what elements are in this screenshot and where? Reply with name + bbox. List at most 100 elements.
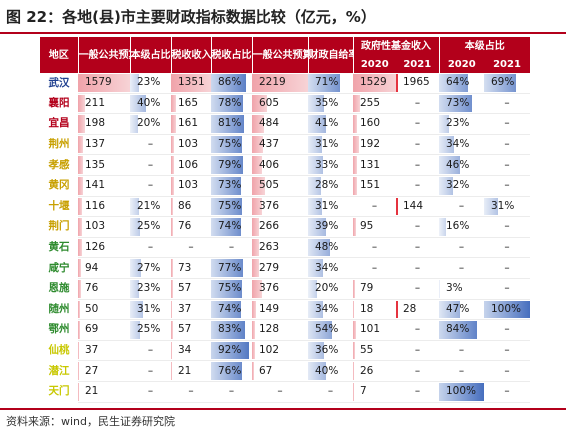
- table-row: 武汉 1579 23% 1351 86% 2219 71% 1529 1965 64% 69%: [40, 73, 530, 94]
- cell-own-share-2021: –: [484, 278, 530, 300]
- cell-own-share-2021: –: [484, 319, 530, 341]
- cell-value: 23%: [137, 76, 161, 89]
- data-bar: [130, 94, 147, 113]
- data-bar: [171, 94, 176, 113]
- data-bar: [211, 259, 243, 277]
- cell-gov-fund-2020: 160: [353, 113, 396, 135]
- cell-value: 31%: [491, 199, 515, 212]
- data-bar: [211, 74, 247, 92]
- cell-tax-income: 103: [171, 134, 211, 156]
- cell-own-share-2020: 3%: [439, 278, 484, 300]
- cell-value: 69: [85, 323, 99, 336]
- cell-value: 116: [85, 199, 106, 212]
- cell-gov-fund-2020: 79: [353, 278, 396, 300]
- cell-gp-budget-expense: 263: [252, 237, 308, 259]
- cell-gov-fund-2020: –: [353, 257, 396, 279]
- data-bar: [171, 259, 173, 277]
- cell-value: 92%: [218, 344, 242, 357]
- cell-gp-budget-expense: 266: [252, 216, 308, 238]
- data-bar: [211, 135, 242, 154]
- cell-own-level-share: –: [130, 237, 171, 259]
- cell-value: –: [414, 138, 421, 151]
- header-year-2020: 2020: [353, 56, 396, 73]
- cell-own-share-2020: –: [439, 340, 484, 362]
- header-gp-budget-expense: 一般公共预算支出: [252, 37, 309, 73]
- cell-gov-fund-2021: –: [396, 340, 439, 362]
- cell-value: 76: [85, 282, 99, 295]
- cell-gov-fund-2021: –: [396, 257, 439, 279]
- cell-value: 126: [85, 241, 106, 254]
- cell-value: –: [414, 220, 421, 233]
- data-bar: [439, 321, 477, 339]
- cell-own-share-2020: 84%: [439, 319, 484, 341]
- source-rule: [0, 408, 566, 410]
- cell-value: 37: [178, 302, 192, 315]
- data-bar: [252, 94, 268, 113]
- data-bar: [130, 197, 139, 216]
- data-bar: [252, 238, 259, 257]
- cell-value: 77%: [218, 261, 242, 274]
- cell-value: –: [504, 241, 510, 254]
- data-bar: [171, 362, 172, 380]
- data-bar: [252, 156, 263, 174]
- data-bar: [211, 197, 242, 216]
- data-bar: [353, 341, 355, 360]
- cell-tax-income: 34: [171, 340, 211, 362]
- cell-own-share-2021: –: [484, 360, 530, 382]
- cell-gov-fund-2021: –: [396, 216, 439, 238]
- header-tax-income: 税收收入: [171, 37, 212, 73]
- cell-value: 27: [85, 364, 99, 377]
- cell-value: –: [414, 117, 421, 130]
- cell-value: 26: [360, 364, 374, 377]
- cell-gov-fund-2020: 151: [353, 175, 396, 197]
- cell-value: 31%: [315, 138, 339, 151]
- cell-value: –: [504, 220, 510, 233]
- cell-own-level-share: –: [130, 154, 171, 176]
- cell-value: 73%: [218, 179, 242, 192]
- table-row: 仙桃 37 – 34 92% 102 36% 55 – – –: [40, 340, 530, 362]
- cell-value: 55: [360, 344, 374, 357]
- header-gov-fund-income: 政府性基金收入: [353, 37, 440, 56]
- data-bar: [439, 279, 441, 298]
- cell-value: 103: [178, 179, 199, 192]
- cell-own-level-share: 25%: [130, 216, 171, 238]
- cell-gov-fund-2020: 101: [353, 319, 396, 341]
- cell-value: –: [371, 261, 378, 274]
- cell-gp-budget-income: 50: [78, 299, 130, 321]
- cell-value: 71%: [315, 76, 339, 89]
- data-bar: [171, 341, 173, 360]
- cell-value: 34%: [446, 138, 470, 151]
- cell-value: –: [414, 282, 421, 295]
- data-bar: [308, 341, 325, 360]
- cell-value: 1351: [178, 76, 205, 89]
- cell-value: –: [414, 344, 421, 357]
- data-bar: [171, 300, 173, 319]
- cell-gp-budget-expense: 149: [252, 299, 308, 321]
- region-name: 咸宁: [48, 261, 70, 274]
- figure-title: 图 22：各地(县)市主要财政指标数据比较（亿元，%）: [6, 8, 376, 26]
- cell-own-level-share: 23%: [130, 73, 171, 94]
- cell-value: 79%: [218, 158, 242, 171]
- data-bar: [353, 362, 354, 380]
- cell-gp-budget-income: 103: [78, 216, 130, 238]
- data-bar: [439, 135, 455, 154]
- header-year-row: 2020 2021 2020 2021: [40, 56, 530, 73]
- cell-value: 75%: [218, 282, 242, 295]
- cell-value: 73: [178, 261, 192, 274]
- cell-value: –: [504, 179, 510, 192]
- cell-gp-budget-income: 27: [78, 360, 130, 382]
- cell-value: 1965: [403, 76, 430, 89]
- data-bar: [439, 115, 450, 133]
- cell-value: 40%: [315, 364, 339, 377]
- cell-own-share-2021: –: [484, 175, 530, 197]
- cell-value: 102: [259, 344, 280, 357]
- data-bar: [308, 156, 323, 174]
- cell-self-sufficiency: 33%: [308, 154, 353, 176]
- cell-own-share-2020: 100%: [439, 381, 484, 403]
- cell-own-share-2020: 34%: [439, 134, 484, 156]
- cell-value: 376: [259, 199, 280, 212]
- region-name: 武汉: [48, 76, 70, 89]
- cell-own-level-share: –: [130, 360, 171, 382]
- data-bar: [211, 94, 243, 113]
- data-bar: [308, 115, 327, 133]
